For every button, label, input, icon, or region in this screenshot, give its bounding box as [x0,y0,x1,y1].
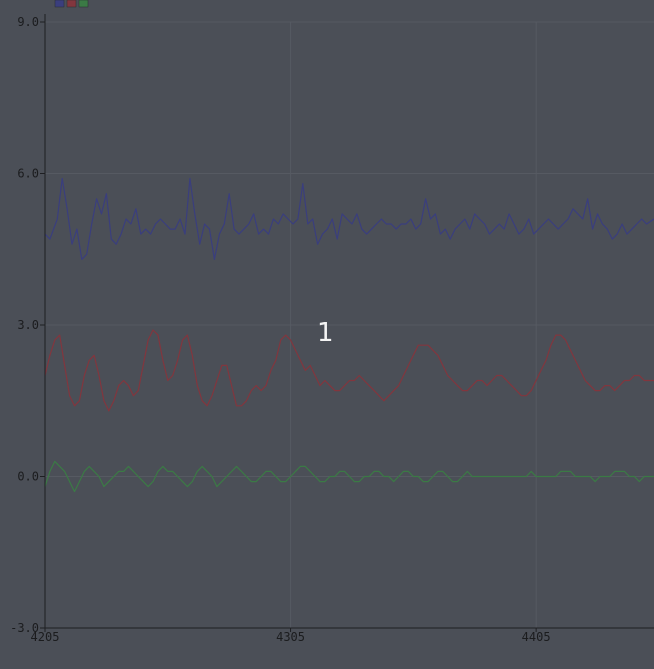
series-line-2 [44,329,654,412]
legend [54,0,89,8]
legend-swatch-3 [78,0,89,8]
y-tick-label: 6.0 [17,167,39,181]
series-line-1 [44,177,654,260]
series-layer [44,177,654,493]
x-tick-label: 4205 [31,630,60,644]
grid [44,21,654,629]
x-tick-label: 4405 [522,630,551,644]
legend-swatch-2 [66,0,77,8]
y-tick-label: 3.0 [17,318,39,332]
series-line-3 [44,460,654,493]
y-tick-label: 9.0 [17,15,39,29]
y-tick-label: -3.0 [10,621,39,635]
y-tick-label: 0.0 [17,470,39,484]
legend-swatch-1 [54,0,65,8]
x-tick-label: 4305 [276,630,305,644]
